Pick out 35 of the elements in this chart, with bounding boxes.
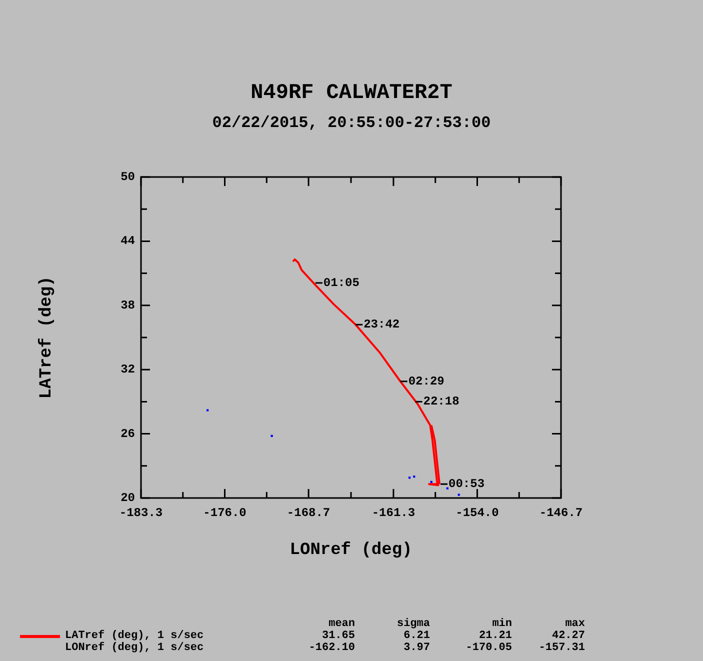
annotation: 00:53 (448, 477, 485, 492)
text: 21.21 (478, 630, 512, 642)
x-tick-label: -146.7 (539, 506, 583, 520)
y-tick-label: 26 (120, 426, 135, 441)
text: LONref (deg), 1 s/sec (65, 642, 204, 654)
x-tick-label: -154.0 (456, 506, 499, 520)
chart-title: N49RF CALWATER2T (250, 82, 454, 105)
annotation: 01:05 (323, 276, 360, 290)
x-tick-label: -168.7 (286, 506, 330, 520)
text: max (565, 618, 585, 630)
text: sigma (396, 618, 430, 630)
text: -170.05 (466, 642, 512, 654)
y-tick-label: 20 (120, 491, 135, 506)
x-axis-title: LONref (deg) (290, 541, 412, 560)
text: -157.31 (538, 642, 585, 654)
text: 6.21 (404, 630, 430, 642)
legend-label: LATref (deg), 1 s/sec (65, 630, 204, 642)
text: 3.97 (404, 642, 430, 654)
annotation: 22:18 (423, 394, 460, 409)
y-tick-label: 38 (120, 298, 135, 312)
text: mean (328, 618, 355, 630)
text: 31.65 (322, 630, 355, 642)
x-tick-label: -183.3 (119, 506, 163, 520)
text: -162.10 (308, 642, 355, 654)
annotation: 02:29 (408, 374, 444, 388)
text: min (492, 618, 512, 630)
annotation: 23:42 (364, 318, 400, 332)
y-tick-label: 44 (120, 234, 135, 248)
y-axis-title: LATref (deg) (37, 276, 56, 399)
text: 42.27 (552, 630, 585, 642)
x-tick-label: -161.3 (372, 506, 416, 520)
y-tick-label: 32 (120, 362, 135, 377)
y-tick-label: 50 (120, 170, 135, 184)
x-tick-label: -176.0 (203, 506, 246, 520)
chart-subtitle: 02/22/2015, 20:55:00-27:53:00 (211, 114, 492, 132)
